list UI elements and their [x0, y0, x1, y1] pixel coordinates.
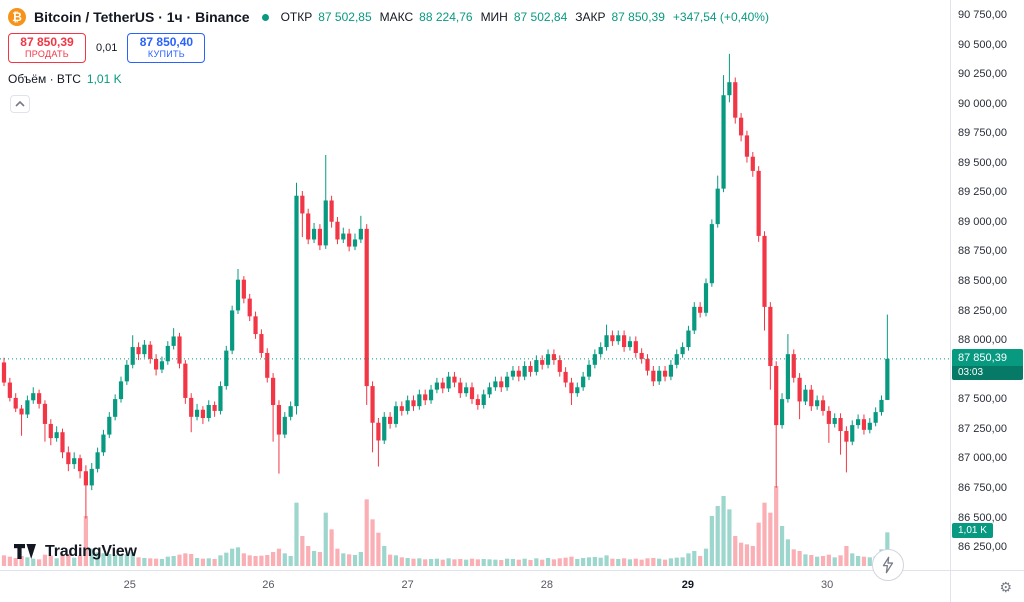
tradingview-mark-icon	[14, 544, 36, 559]
high-label: МАКС	[379, 10, 414, 24]
chevron-up-icon	[15, 100, 25, 107]
ohlc-close: ЗАКР 87 850,39	[575, 10, 665, 24]
axis-corner: ⚙	[950, 570, 1024, 602]
trade-panel: 87 850,39 ПРОДАТЬ 0,01 87 850,40 КУПИТЬ	[8, 33, 206, 63]
spread-value: 0,01	[96, 42, 118, 54]
price-axis-label: 90 500,00	[958, 38, 1007, 51]
price-axis-label: 89 750,00	[958, 127, 1007, 140]
volume-study-label[interactable]: Объём · BTC	[8, 72, 81, 86]
price-change: +347,54 (+0,40%)	[672, 10, 769, 24]
price-axis-label: 87 000,00	[958, 452, 1007, 465]
time-axis-label: 26	[262, 579, 275, 591]
current-price-tag: 87 850,39 03:03	[952, 348, 1023, 380]
collapse-legend-button[interactable]	[10, 95, 30, 113]
symbol-title[interactable]: Bitcoin / TetherUS · 1ч · Binance	[34, 9, 250, 25]
open-label: ОТКР	[280, 10, 313, 24]
buy-price: 87 850,40	[139, 35, 194, 50]
time-axis-label: 28	[540, 579, 553, 591]
price-axis-label: 89 250,00	[958, 186, 1007, 199]
market-status-dot[interactable]	[261, 13, 269, 21]
price-axis-label: 88 250,00	[958, 304, 1007, 317]
sell-price: 87 850,39	[20, 35, 74, 50]
lightning-bolt-icon	[882, 556, 894, 574]
low-value: 87 502,84	[513, 10, 568, 24]
candlestick-chart[interactable]	[0, 0, 950, 570]
tradingview-logo[interactable]: TradingView	[14, 543, 137, 561]
ohlc-high: МАКС 88 224,76	[380, 10, 473, 24]
time-axis-label: 30	[820, 579, 834, 591]
buy-label: КУПИТЬ	[147, 48, 186, 59]
price-axis-label: 89 500,00	[958, 156, 1007, 169]
price-axis-label: 89 000,00	[958, 215, 1007, 228]
price-axis-label: 88 500,00	[958, 275, 1007, 288]
volume-study-value: 1,01 K	[86, 72, 122, 86]
price-axis-label: 90 250,00	[958, 68, 1007, 81]
price-axis-label: 87 500,00	[958, 393, 1007, 406]
open-value: 87 502,85	[318, 10, 372, 24]
bar-countdown: 03:03	[952, 365, 1023, 380]
low-label: МИН	[480, 10, 508, 24]
close-label: ЗАКР	[575, 10, 606, 24]
time-axis-label: 27	[401, 579, 414, 591]
time-axis[interactable]: 25 26 27 28 29 30	[0, 570, 950, 602]
volume-legend: Объём · BTC 1,01 K	[8, 72, 122, 86]
current-price-value: 87 850,39	[952, 348, 1023, 366]
price-axis-label: 88 750,00	[958, 245, 1007, 258]
ohlc-low: МИН 87 502,84	[481, 10, 568, 24]
price-axis-label: 88 000,00	[958, 334, 1007, 347]
sell-label: ПРОДАТЬ	[25, 48, 69, 59]
close-value: 87 850,39	[611, 10, 665, 24]
sell-button[interactable]: 87 850,39 ПРОДАТЬ	[8, 33, 86, 63]
high-value: 88 224,76	[419, 10, 473, 24]
price-axis-label: 87 250,00	[958, 422, 1007, 435]
price-axis-label: 86 750,00	[958, 481, 1007, 494]
price-axis-label: 86 250,00	[958, 541, 1007, 554]
chart-legend: ₿ Bitcoin / TetherUS · 1ч · Binance ОТКР…	[8, 8, 769, 26]
buy-button[interactable]: 87 850,40 КУПИТЬ	[127, 33, 206, 63]
volume-tag: 1,01 K	[952, 523, 993, 539]
axis-settings-gear-icon[interactable]: ⚙	[999, 578, 1012, 595]
instant-order-button[interactable]	[872, 549, 904, 581]
price-axis-label: 90 750,00	[958, 9, 1007, 21]
price-axis-label: 86 500,00	[958, 511, 1007, 524]
price-axis-label: 90 000,00	[958, 97, 1007, 110]
time-axis-label: 29	[681, 579, 694, 591]
ohlc-open: ОТКР 87 502,85	[281, 10, 372, 24]
tradingview-logo-text: TradingView	[45, 543, 137, 560]
bitcoin-icon: ₿	[8, 8, 26, 26]
time-axis-label: 25	[123, 579, 136, 591]
price-axis[interactable]: 87 850,39 03:03 1,01 K 90 750,00 90 500,0…	[950, 0, 1024, 570]
